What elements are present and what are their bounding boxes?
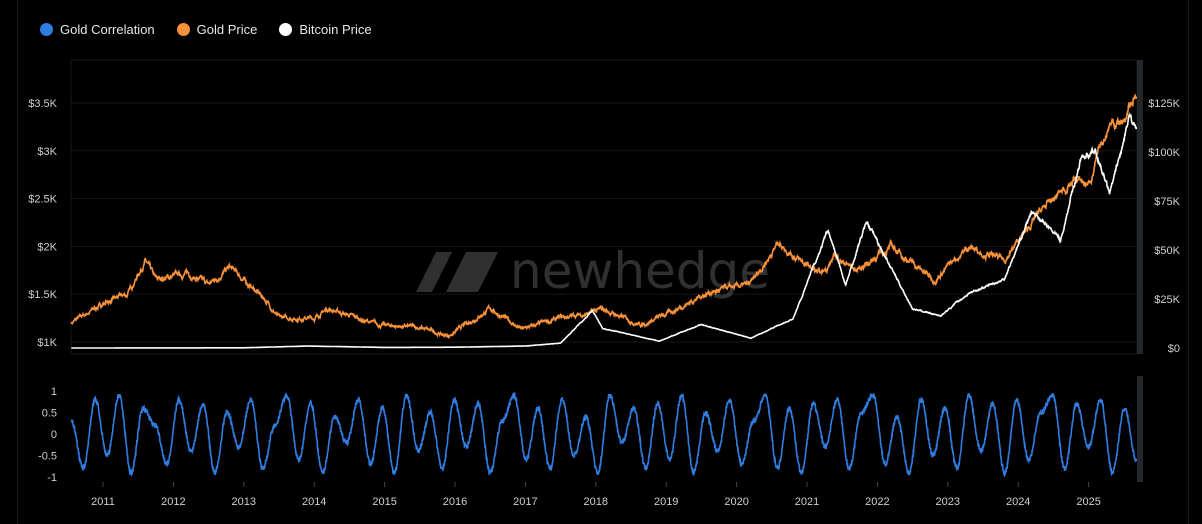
right-axis-tick-label: $0 bbox=[1168, 343, 1180, 355]
logo-mark-icon bbox=[446, 252, 498, 292]
x-axis-tick-label: 2019 bbox=[654, 496, 678, 508]
legend-label: Gold Correlation bbox=[60, 22, 155, 37]
right-axis-tick-label: $100K bbox=[1148, 147, 1180, 159]
logo-mark-icon bbox=[416, 252, 452, 292]
axis-ticks: $1K $1.5K $2K $2.5K $3K $3.5K $0 $25K $50K $75K $1… bbox=[28, 98, 1180, 508]
legend-label: Gold Price bbox=[196, 22, 258, 37]
left-axis-tick-label: $2K bbox=[37, 241, 57, 253]
correlation-axis-tick-label: 1 bbox=[51, 386, 57, 398]
legend-item-bitcoin-price[interactable]: Bitcoin Price bbox=[279, 22, 372, 37]
watermark-text: newhedge bbox=[510, 242, 770, 300]
x-axis-tick-label: 2022 bbox=[865, 496, 889, 508]
left-axis-tick-label: $3.5K bbox=[28, 98, 57, 110]
correlation-panel-scrollbar[interactable] bbox=[1137, 376, 1143, 482]
right-axis-tick-label: $125K bbox=[1148, 98, 1180, 110]
x-axis-tick-label: 2017 bbox=[513, 496, 537, 508]
legend-item-gold-correlation[interactable]: Gold Correlation bbox=[40, 22, 155, 37]
gridlines bbox=[71, 102, 1137, 343]
x-axis-tick-label: 2021 bbox=[795, 496, 819, 508]
legend-item-gold-price[interactable]: Gold Price bbox=[176, 22, 258, 37]
legend-dot-icon bbox=[176, 23, 190, 36]
x-axis-tick-label: 2011 bbox=[91, 496, 115, 508]
correlation-axis-tick-label: 0 bbox=[51, 429, 57, 441]
right-axis-tick-label: $75K bbox=[1154, 196, 1180, 208]
x-axis-tick-label: 2023 bbox=[936, 496, 960, 508]
watermark-logo: newhedge bbox=[416, 242, 770, 300]
price-panel-scrollbar[interactable] bbox=[1137, 60, 1143, 354]
gold-price-line bbox=[70, 93, 1138, 339]
x-axis-tick-label: 2025 bbox=[1076, 496, 1100, 508]
x-axis-tick-label: 2024 bbox=[1006, 496, 1030, 508]
left-axis-tick-label: $2.5K bbox=[28, 194, 57, 206]
legend-label: Bitcoin Price bbox=[299, 22, 372, 37]
bitcoin-price-line bbox=[71, 112, 1138, 349]
legend-dot-icon bbox=[40, 23, 53, 36]
correlation-axis-tick-label: 0.5 bbox=[42, 408, 57, 420]
x-axis-tick-label: 2014 bbox=[302, 496, 326, 508]
x-axis-tick-label: 2013 bbox=[232, 496, 256, 508]
x-axis-tick-label: 2018 bbox=[584, 496, 608, 508]
left-axis-tick-label: $1K bbox=[37, 337, 57, 349]
x-axis-tick-label: 2020 bbox=[724, 496, 748, 508]
x-axis-tick-label: 2016 bbox=[443, 496, 467, 508]
x-axis-tick-label: 2012 bbox=[161, 496, 185, 508]
right-axis-tick-label: $50K bbox=[1154, 245, 1180, 257]
correlation-axis-tick-label: -0.5 bbox=[38, 451, 57, 463]
legend: Gold Correlation Gold Price Bitcoin Pric… bbox=[40, 22, 372, 37]
left-axis-tick-label: $1.5K bbox=[28, 289, 57, 301]
series-lines bbox=[70, 93, 1138, 478]
left-axis-tick-label: $3K bbox=[37, 146, 57, 158]
legend-dot-icon bbox=[279, 23, 293, 36]
gold-correlation-line bbox=[70, 392, 1138, 478]
correlation-axis-tick-label: -1 bbox=[47, 472, 57, 484]
right-axis-tick-label: $25K bbox=[1154, 294, 1180, 306]
x-axis-tick-label: 2015 bbox=[372, 496, 396, 508]
